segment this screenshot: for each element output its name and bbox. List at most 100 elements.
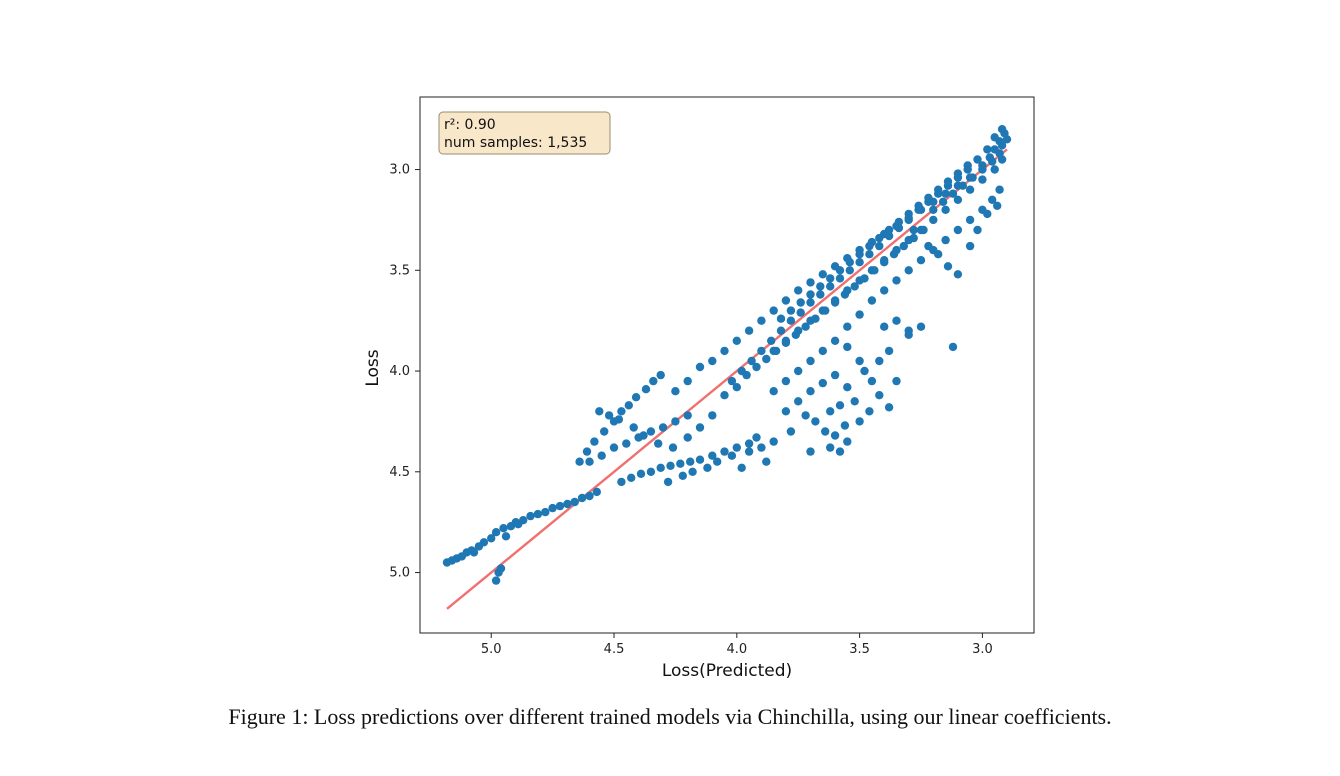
data-point	[585, 457, 594, 466]
data-point	[796, 298, 805, 307]
data-point	[727, 451, 737, 460]
data-point	[597, 451, 606, 460]
data-point	[990, 145, 999, 154]
data-point	[875, 391, 884, 400]
data-point	[781, 376, 791, 386]
annotation-box	[438, 111, 611, 155]
data-point	[835, 401, 845, 410]
data-point	[801, 411, 810, 420]
data-point	[533, 509, 543, 519]
data-point	[904, 209, 913, 219]
data-point	[916, 322, 926, 331]
data-point	[965, 185, 975, 194]
data-point	[860, 274, 869, 283]
data-point	[914, 201, 923, 210]
data-point	[953, 195, 963, 204]
data-point	[786, 427, 796, 436]
x-axis-ticks: 5.0 4.5 4.0 3.5 3.0	[481, 633, 993, 657]
data-point	[865, 250, 874, 259]
data-point	[658, 423, 668, 432]
data-point	[892, 316, 901, 325]
data-point	[988, 195, 997, 204]
data-point	[720, 391, 729, 400]
data-point	[875, 241, 884, 251]
data-point	[794, 286, 803, 295]
data-point	[884, 231, 894, 241]
data-point	[894, 223, 904, 233]
data-point	[904, 266, 913, 275]
data-point	[744, 447, 754, 456]
y-tick-label: 4.5	[389, 465, 410, 480]
data-point	[629, 423, 638, 432]
data-point	[830, 431, 840, 440]
data-point	[769, 387, 778, 396]
data-point	[892, 276, 901, 285]
data-point	[826, 282, 835, 291]
data-point	[965, 241, 975, 251]
data-point	[720, 346, 729, 356]
data-point	[941, 235, 950, 245]
data-point	[541, 507, 550, 517]
data-point	[826, 443, 835, 452]
data-point	[744, 326, 754, 335]
y-axis-ticks: 3.0 3.5 4.0 4.5 5.0	[389, 163, 420, 581]
data-point	[818, 346, 827, 356]
data-point	[555, 501, 565, 511]
data-point	[806, 278, 815, 287]
data-point	[818, 270, 827, 279]
data-point	[806, 387, 815, 396]
data-point	[656, 463, 665, 472]
data-point	[649, 376, 658, 386]
data-point	[843, 322, 852, 331]
data-point	[811, 417, 820, 426]
data-point	[835, 266, 845, 275]
data-point	[624, 401, 633, 410]
data-point	[806, 447, 815, 456]
data-point	[570, 497, 579, 507]
data-point	[909, 225, 918, 235]
data-point	[855, 258, 864, 267]
data-point	[995, 137, 1004, 146]
data-point	[732, 383, 741, 392]
data-point	[769, 306, 778, 315]
data-point	[695, 455, 705, 464]
data-point	[703, 463, 712, 472]
y-tick-label: 5.0	[389, 566, 410, 581]
data-point	[845, 258, 854, 267]
data-point	[781, 338, 791, 347]
data-point	[491, 528, 501, 537]
data-point	[617, 477, 626, 487]
data-point	[708, 451, 717, 460]
data-point	[889, 250, 899, 259]
data-point	[826, 407, 835, 416]
data-point	[816, 290, 825, 299]
data-point	[646, 467, 656, 476]
data-point	[941, 205, 950, 214]
data-point	[676, 459, 685, 468]
data-point	[884, 403, 894, 412]
data-point	[592, 487, 601, 497]
data-point	[688, 467, 697, 476]
data-point	[526, 511, 535, 521]
data-point	[818, 378, 827, 388]
data-point	[708, 356, 717, 366]
data-point	[835, 447, 845, 456]
data-point	[860, 366, 869, 376]
x-tick-label: 4.5	[604, 642, 625, 657]
data-point	[686, 457, 695, 466]
data-point	[990, 165, 999, 174]
data-point	[713, 457, 722, 466]
data-point	[843, 437, 852, 446]
data-point	[884, 225, 894, 235]
data-point	[671, 417, 680, 426]
data-point	[943, 262, 953, 271]
data-point	[575, 457, 584, 466]
data-point	[744, 439, 754, 448]
data-point	[582, 447, 592, 456]
x-tick-label: 3.0	[972, 642, 993, 657]
data-point	[469, 548, 479, 557]
data-point	[865, 241, 874, 251]
data-point	[577, 493, 587, 503]
data-point	[622, 439, 631, 448]
data-point	[757, 316, 766, 325]
